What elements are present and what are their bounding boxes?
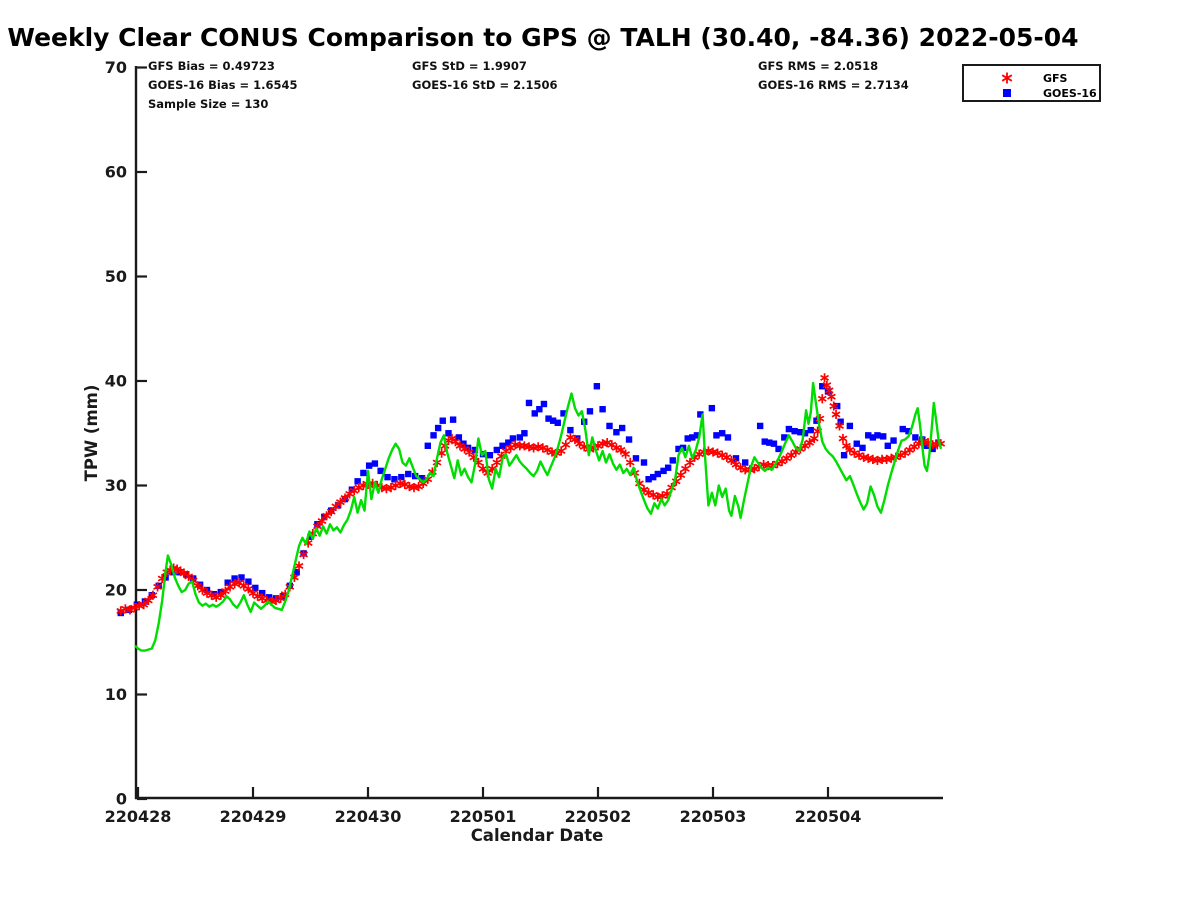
y-tick-label: 50 <box>105 267 127 286</box>
goes16-square-icon <box>1003 89 1011 97</box>
goes-std-stat: GOES-16 StD = 2.1506 <box>412 78 557 92</box>
x-tick-label: 220504 <box>795 807 862 826</box>
x-tick-label: 220501 <box>450 807 517 826</box>
goes-bias-stat: GOES-16 Bias = 1.6545 <box>148 78 297 92</box>
gfs-bias-stat: GFS Bias = 0.49723 <box>148 59 275 73</box>
y-axis-label: TPW (mm) <box>82 385 101 482</box>
y-tick-label: 20 <box>105 581 127 600</box>
x-tick-label: 220503 <box>680 807 747 826</box>
y-tick-label: 70 <box>105 58 127 77</box>
y-tick-label: 30 <box>105 476 127 495</box>
chart-title: Weekly Clear CONUS Comparison to GPS @ T… <box>7 23 1078 52</box>
y-tick-label: 0 <box>116 790 127 809</box>
data-series <box>116 373 946 652</box>
legend-box <box>962 64 1101 102</box>
axes: 0 10 20 30 40 50 60 70 220428 220429 220430 220501 2… <box>105 58 943 826</box>
sample-size-stat: Sample Size = 130 <box>148 97 268 111</box>
x-axis-label: Calendar Date <box>471 826 604 845</box>
stats-block: GFS Bias = 0.49723 GFS StD = 1.9907 GFS … <box>148 59 909 111</box>
x-tick-label: 220429 <box>220 807 287 826</box>
legend-gfs-label: GFS <box>1043 72 1068 85</box>
x-tick-label: 220430 <box>335 807 402 826</box>
gfs-std-stat: GFS StD = 1.9907 <box>412 59 527 73</box>
gfs-rms-stat: GFS RMS = 2.0518 <box>758 59 878 73</box>
goes-rms-stat: GOES-16 RMS = 2.7134 <box>758 78 909 92</box>
legend: GFS GOES-16 <box>962 64 1101 102</box>
y-tick-label: 10 <box>105 685 127 704</box>
series-gps <box>134 381 942 652</box>
series-gfs <box>116 373 946 616</box>
gfs-asterisk-icon <box>1001 72 1013 84</box>
legend-goes-label: GOES-16 <box>1043 87 1097 100</box>
x-tick-label: 220502 <box>565 807 632 826</box>
y-tick-label: 40 <box>105 372 127 391</box>
x-tick-label: 220428 <box>105 807 172 826</box>
y-tick-label: 60 <box>105 163 127 182</box>
